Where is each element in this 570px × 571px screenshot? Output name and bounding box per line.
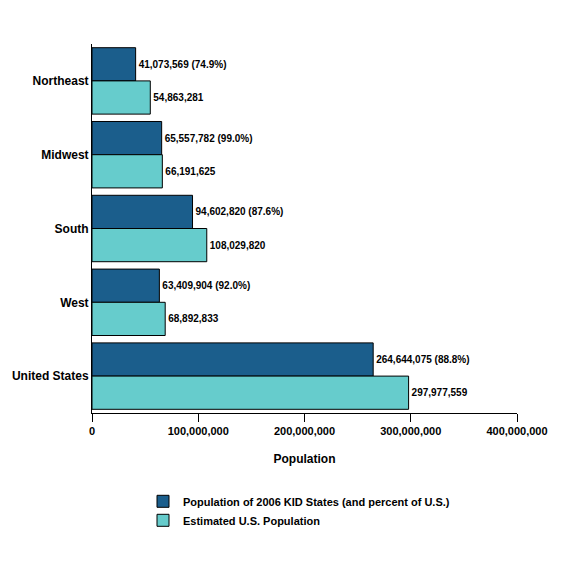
svg-text:108,029,820: 108,029,820 [210,240,266,251]
svg-text:Midwest: Midwest [41,148,88,162]
svg-text:Estimated U.S. Population: Estimated U.S. Population [183,515,320,527]
svg-text:264,644,075 (88.8%): 264,644,075 (88.8%) [376,354,469,365]
svg-text:Population: Population [274,452,336,466]
svg-text:0: 0 [89,425,95,437]
svg-text:Population of 2006 KID States: Population of 2006 KID States (and perce… [183,496,450,508]
svg-text:68,892,833: 68,892,833 [168,313,218,324]
svg-text:200,000,000: 200,000,000 [274,425,335,437]
svg-text:Northeast: Northeast [33,74,89,88]
svg-text:United States: United States [12,369,89,383]
svg-text:400,000,000: 400,000,000 [486,425,547,437]
svg-text:63,409,904 (92.0%): 63,409,904 (92.0%) [162,280,250,291]
svg-text:300,000,000: 300,000,000 [380,425,441,437]
svg-text:100,000,000: 100,000,000 [168,425,229,437]
svg-text:West: West [60,296,88,310]
svg-text:41,073,569 (74.9%): 41,073,569 (74.9%) [139,59,227,70]
svg-text:66,191,625: 66,191,625 [165,166,215,177]
svg-text:54,863,281: 54,863,281 [153,92,203,103]
svg-text:297,977,559: 297,977,559 [412,387,468,398]
svg-text:65,557,782 (99.0%): 65,557,782 (99.0%) [165,133,253,144]
svg-text:94,602,820 (87.6%): 94,602,820 (87.6%) [196,206,284,217]
svg-text:South: South [55,222,89,236]
